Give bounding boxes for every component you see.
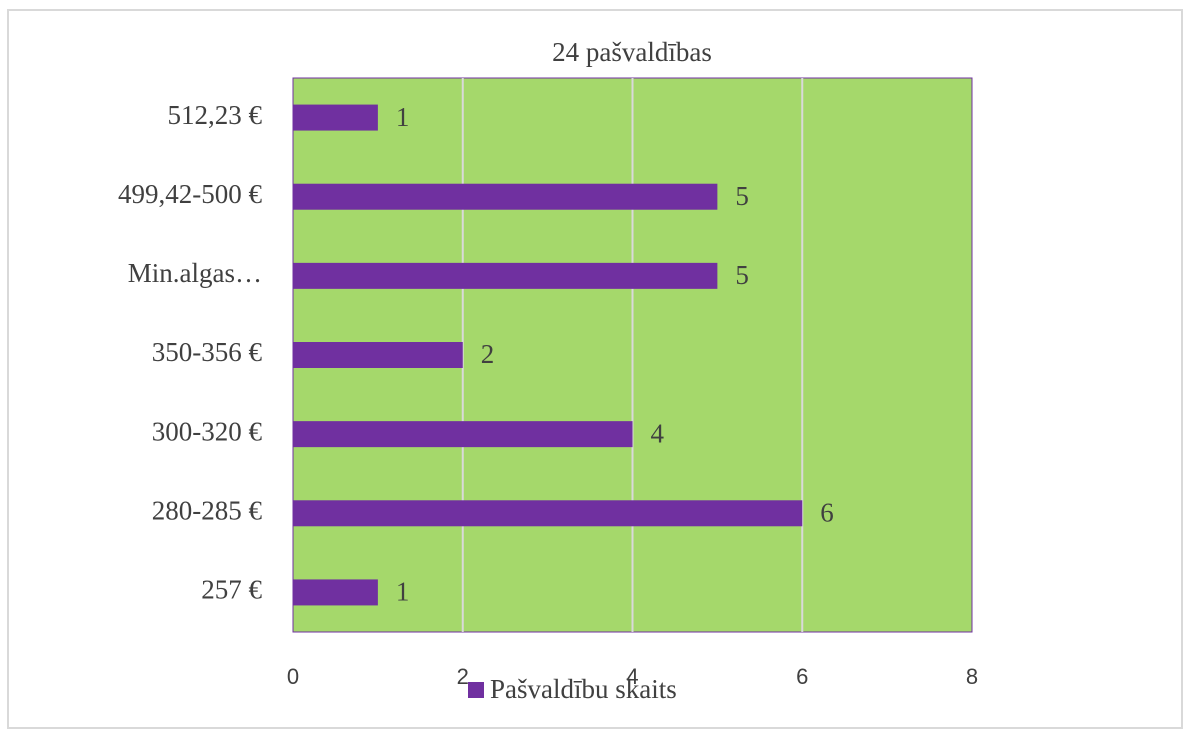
x-tick-label: 8	[966, 664, 978, 689]
bar	[293, 262, 718, 289]
data-label: 2	[481, 339, 495, 369]
data-label: 4	[651, 418, 665, 448]
y-tick-label: 499,42-500 €	[118, 179, 262, 209]
y-tick-label: 512,23 €	[168, 100, 263, 130]
data-label: 5	[735, 181, 749, 211]
x-tick-label: 0	[287, 664, 299, 689]
y-tick-label: Min.algas…	[128, 258, 262, 288]
data-label: 1	[396, 102, 410, 132]
bar	[293, 500, 803, 527]
bar	[293, 421, 633, 448]
data-label: 6	[820, 497, 834, 527]
y-tick-label: 257 €	[201, 575, 262, 605]
x-tick-label: 2	[457, 664, 469, 689]
y-tick-label: 350-356 €	[152, 337, 263, 367]
x-tick-label: 4	[626, 664, 638, 689]
bar	[293, 183, 718, 210]
chart-title: 24 pašvaldības	[552, 37, 712, 67]
bar	[293, 579, 378, 606]
bar	[293, 104, 378, 131]
bar	[293, 342, 463, 368]
data-label: 5	[735, 260, 749, 290]
data-label: 1	[396, 577, 410, 607]
y-tick-label: 300-320 €	[152, 416, 263, 446]
x-tick-label: 6	[796, 664, 808, 689]
legend-label: Pašvaldību skaits	[490, 674, 677, 704]
y-tick-label: 280-285 €	[152, 495, 263, 525]
legend-swatch	[468, 682, 484, 698]
